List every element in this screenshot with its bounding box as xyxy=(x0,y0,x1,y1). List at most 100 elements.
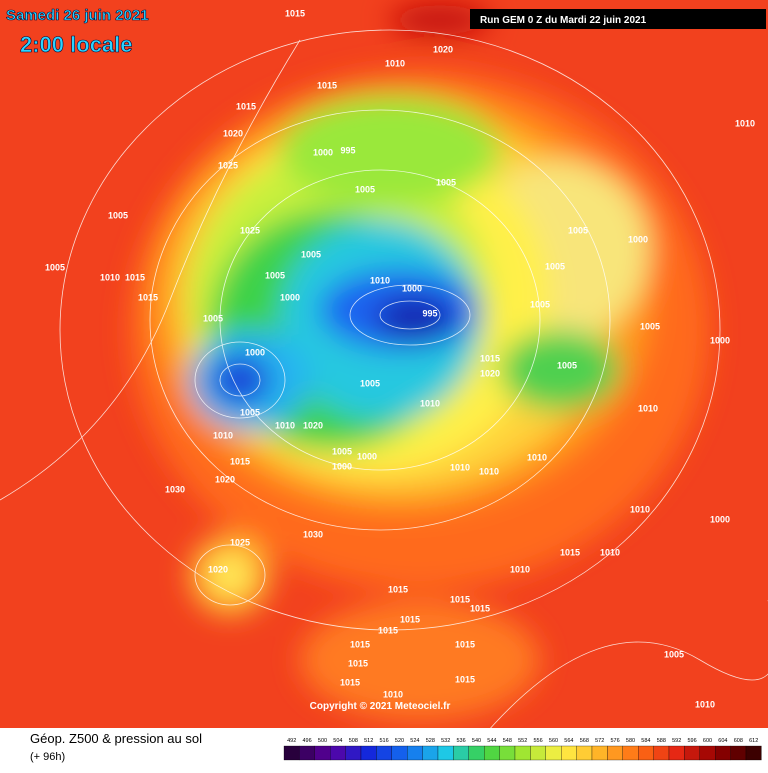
isobar-label: 1010 xyxy=(630,504,650,514)
isobar-label: 1005 xyxy=(203,313,223,323)
scale-cell xyxy=(668,745,685,761)
isobar-label: 1010 xyxy=(527,452,547,462)
scale-label: 600 xyxy=(703,738,712,744)
scale-cell xyxy=(545,745,562,761)
copyright: Copyright © 2021 Meteociel.fr xyxy=(310,701,451,712)
scale-cell xyxy=(653,745,670,761)
isobar-label: 1005 xyxy=(355,184,375,194)
isobar-label: 1020 xyxy=(223,128,243,138)
isobar-label: 1025 xyxy=(240,225,260,235)
isobar-label: 1005 xyxy=(530,299,550,309)
scale-cell xyxy=(360,745,377,761)
isobar-label: 1020 xyxy=(433,44,453,54)
scale-label: 572 xyxy=(595,738,604,744)
scale-cell xyxy=(622,745,639,761)
scale-label: 604 xyxy=(718,738,727,744)
isobar-label: 1015 xyxy=(400,614,420,624)
isobar-label: 1000 xyxy=(402,283,422,293)
scale-cell xyxy=(468,745,485,761)
scale-cell xyxy=(684,745,700,761)
scale-cell xyxy=(591,745,608,761)
isobar-label: 1015 xyxy=(236,101,256,111)
scale-cell xyxy=(484,745,500,761)
scale-label: 540 xyxy=(472,738,481,744)
scale-label: 500 xyxy=(318,738,327,744)
scale-cell xyxy=(530,745,546,761)
scale-cell xyxy=(422,745,439,761)
scale-label: 492 xyxy=(287,738,296,744)
isobar-label: 1005 xyxy=(301,249,321,259)
isobar-label: 1010 xyxy=(735,118,755,128)
scale-cell xyxy=(561,745,577,761)
run-info: Run GEM 0 Z du Mardi 22 juin 2021 xyxy=(480,15,647,26)
scale-cell xyxy=(499,745,516,761)
scale-label: 560 xyxy=(549,738,558,744)
isobar-label: 1015 xyxy=(560,547,580,557)
scale-label: 512 xyxy=(364,738,373,744)
isobar-label: 1015 xyxy=(138,292,158,302)
isobar-label: 1000 xyxy=(245,347,265,357)
scale-label: 508 xyxy=(349,738,358,744)
color-scale: 492 496 500 504 508 512 516 520 524 528 532 536 540 5… xyxy=(283,738,762,761)
scale-label: 552 xyxy=(518,738,527,744)
scale-cell xyxy=(391,745,408,761)
isobar-label: 1000 xyxy=(332,461,352,471)
scale-label: 580 xyxy=(626,738,635,744)
isobar-label: 1005 xyxy=(332,446,352,456)
scale-cell xyxy=(745,745,762,761)
isobar-label: 1010 xyxy=(275,420,295,430)
isobar-label: 1010 xyxy=(420,398,440,408)
scale-cell xyxy=(607,745,623,761)
scale-cell xyxy=(283,745,300,761)
isobar-label: 1010 xyxy=(695,699,715,709)
scale-cell xyxy=(299,745,315,761)
scale-cell xyxy=(330,745,346,761)
isobar-label: 1005 xyxy=(664,649,684,659)
scale-label: 568 xyxy=(580,738,589,744)
isobar-label: 1015 xyxy=(317,80,337,90)
isobar-label: 1025 xyxy=(218,160,238,170)
isobar-label: 1005 xyxy=(360,378,380,388)
isobar-label: 1015 xyxy=(350,639,370,649)
scale-cell xyxy=(715,745,731,761)
isobar-label: 1000 xyxy=(357,451,377,461)
scale-cell xyxy=(730,745,747,761)
isobar-label: 1010 xyxy=(450,462,470,472)
run-box xyxy=(470,9,766,29)
scale-label: 524 xyxy=(410,738,419,744)
scale-label: 588 xyxy=(657,738,666,744)
isobar-label: 1000 xyxy=(280,292,300,302)
isobar-label: 1030 xyxy=(303,529,323,539)
scale-cell xyxy=(576,745,593,761)
isobar-label: 1010 xyxy=(479,466,499,476)
isobar-label: 1020 xyxy=(480,368,500,378)
isobar-label: 1000 xyxy=(628,234,648,244)
scale-label: 576 xyxy=(611,738,620,744)
field xyxy=(0,0,768,728)
isobar-label: 1015 xyxy=(455,639,475,649)
isobar-label: 1005 xyxy=(436,177,456,187)
scale-label: 564 xyxy=(564,738,573,744)
isobar-label: 1020 xyxy=(215,474,235,484)
scale-label: 536 xyxy=(457,738,466,744)
footer-lead: (+ 96h) xyxy=(30,751,65,763)
scale-cell xyxy=(314,745,331,761)
scale-label: 544 xyxy=(487,738,496,744)
isobar-label: 1010 xyxy=(213,430,233,440)
scale-label: 520 xyxy=(395,738,404,744)
scale-label: 504 xyxy=(333,738,342,744)
scale-label: 584 xyxy=(641,738,650,744)
isobar-label: 1015 xyxy=(480,353,500,363)
isobar-label: 1010 xyxy=(383,689,403,699)
footer-title: Géop. Z500 & pression au sol xyxy=(30,731,202,746)
isobar-label: 995 xyxy=(422,308,437,318)
scale-label: 596 xyxy=(688,738,697,744)
isobar-label: 1025 xyxy=(230,537,250,547)
isobar-label: 1015 xyxy=(470,603,490,613)
isobar-label: 1015 xyxy=(388,584,408,594)
scale-label: 532 xyxy=(441,738,450,744)
isobar-label: 1015 xyxy=(378,625,398,635)
isobar-label: 1005 xyxy=(108,210,128,220)
scale-cell xyxy=(376,745,392,761)
